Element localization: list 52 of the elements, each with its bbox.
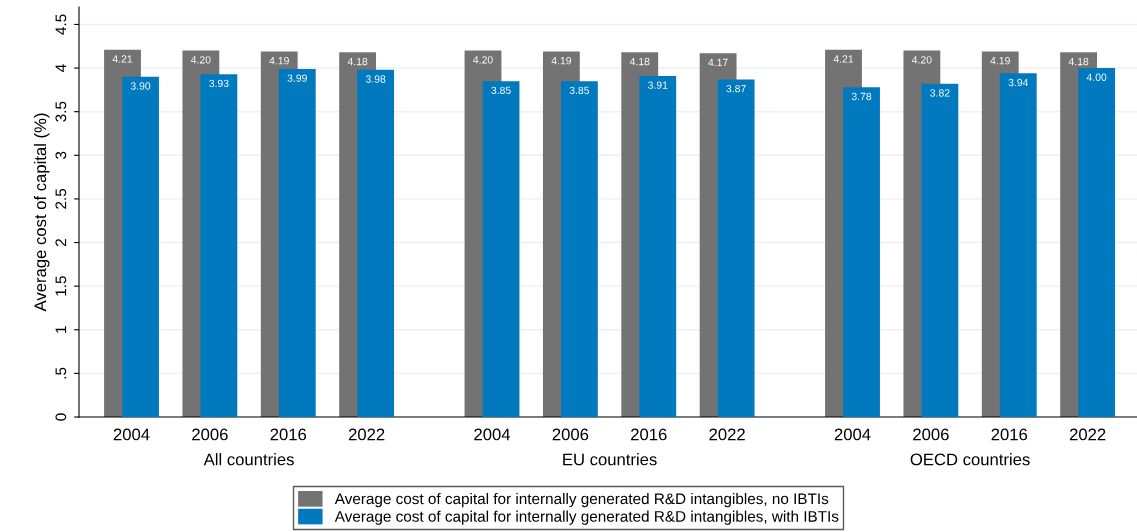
data-label: 3.98 [365, 75, 386, 83]
data-label: 4.20 [911, 56, 932, 64]
x-tick-label: 2006 [192, 428, 228, 441]
x-tick-label: 2016 [631, 428, 667, 441]
y-tick-label: 0 [55, 413, 67, 421]
x-tick-label: 2006 [913, 428, 949, 441]
y-tick-label: 2 [55, 239, 67, 247]
data-label: 4.21 [112, 55, 133, 63]
data-label: 4.00 [1086, 73, 1107, 81]
legend-label: Average cost of capital for internally generated R&D intangibles, with IBTIs [334, 510, 839, 525]
y-tick-label: 4 [55, 64, 67, 72]
y-tick-label: 2.5 [55, 188, 67, 209]
data-label: 4.18 [347, 57, 368, 66]
text: All countries [203, 453, 294, 466]
data-label: 4.19 [269, 57, 289, 65]
data-label: 4.20 [473, 56, 493, 64]
data-label: 4.21 [833, 55, 854, 63]
data-label: 3.85 [569, 86, 590, 95]
y-tick-label: 1 [55, 326, 67, 333]
data-label: 4.20 [190, 56, 211, 64]
data-label: 3.78 [851, 92, 872, 101]
text: EU countries [563, 453, 657, 466]
y-tick-label: 3.5 [55, 101, 67, 122]
x-tick-label: 2016 [991, 428, 1028, 441]
data-label: 3.82 [930, 89, 950, 97]
data-label: 3.94 [1008, 78, 1029, 87]
x-tick-label: 2022 [348, 428, 385, 441]
y-tick-label: 4.5 [55, 14, 67, 35]
data-label: 3.90 [130, 82, 151, 90]
x-tick-label: 2022 [1069, 428, 1106, 441]
data-label: 3.99 [287, 74, 307, 82]
data-label: 3.85 [491, 86, 511, 95]
data-label: 4.19 [551, 57, 572, 65]
x-tick-label: 2022 [709, 428, 745, 441]
x-tick-label: 2016 [270, 428, 307, 441]
y-axis-title: Average cost of capital (%) [33, 113, 50, 312]
data-label: 4.19 [990, 57, 1010, 65]
x-tick-label: 2004 [474, 428, 511, 441]
legend-label: Average cost of capital for internally generated R&D intangibles, no IBTIs [334, 492, 829, 508]
data-label: 3.87 [726, 84, 746, 93]
x-tick-label: 2004 [834, 428, 871, 441]
data-label: 3.91 [648, 81, 668, 89]
x-tick-label: 2006 [552, 428, 589, 441]
data-label: 3.93 [209, 79, 229, 88]
y-tick-label: .5 [55, 367, 67, 379]
x-tick-label: 2004 [113, 428, 150, 441]
y-tick-label: 3 [55, 151, 67, 159]
text: OECD countries [910, 453, 1030, 466]
data-label: 4.17 [708, 58, 728, 67]
y-tick-label: 1.5 [55, 276, 67, 296]
data-label: 4.18 [629, 57, 650, 66]
data-label: 4.18 [1068, 57, 1089, 66]
